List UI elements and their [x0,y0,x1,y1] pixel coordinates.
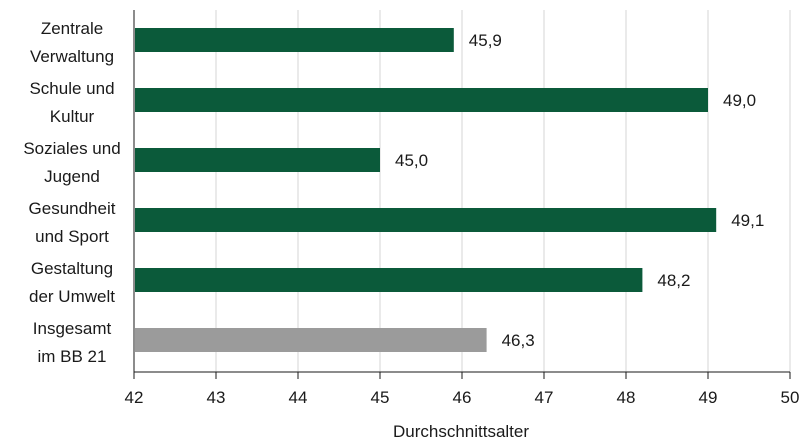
x-tick-label-43: 43 [207,388,226,407]
category-label-6: Insgesamt im BB 21 [33,319,112,366]
x-tick-label-45: 45 [371,388,390,407]
bar-5 [135,268,643,292]
category-label-5: Gestaltung der Umwelt [29,259,115,306]
grid-lines [215,10,791,372]
value-label-5: 48,2 [657,271,690,290]
bar-3 [135,148,380,172]
category-label-4: Gesundheit und Sport [29,199,116,246]
bar-4 [135,208,717,232]
value-label-3: 45,0 [395,151,428,170]
value-label-1: 45,9 [469,31,502,50]
x-tick-label-48: 48 [617,388,636,407]
category-label-2: Schule und Kultur [29,79,114,126]
x-tick-label-42: 42 [125,388,144,407]
x-axis-title: Durchschnittsalter [393,422,529,441]
bars [135,28,717,352]
value-label-4: 49,1 [731,211,764,230]
x-tick-label-50: 50 [781,388,800,407]
x-tick-label-49: 49 [699,388,718,407]
bar-6 [135,328,487,352]
x-tick-label-44: 44 [289,388,308,407]
labels: 42 43 44 45 46 47 48 49 50 45,9 Zentrale Verwaltung… [23,19,799,407]
bar-2 [135,88,708,112]
value-label-6: 46,3 [502,331,535,350]
axes [133,10,791,379]
x-tick-label-46: 46 [453,388,472,407]
x-tick-label-47: 47 [535,388,554,407]
category-label-3: Soziales und Jugend [23,139,120,186]
bar-1 [135,28,454,52]
category-label-1: Zentrale Verwaltung [30,19,114,66]
value-label-2: 49,0 [723,91,756,110]
